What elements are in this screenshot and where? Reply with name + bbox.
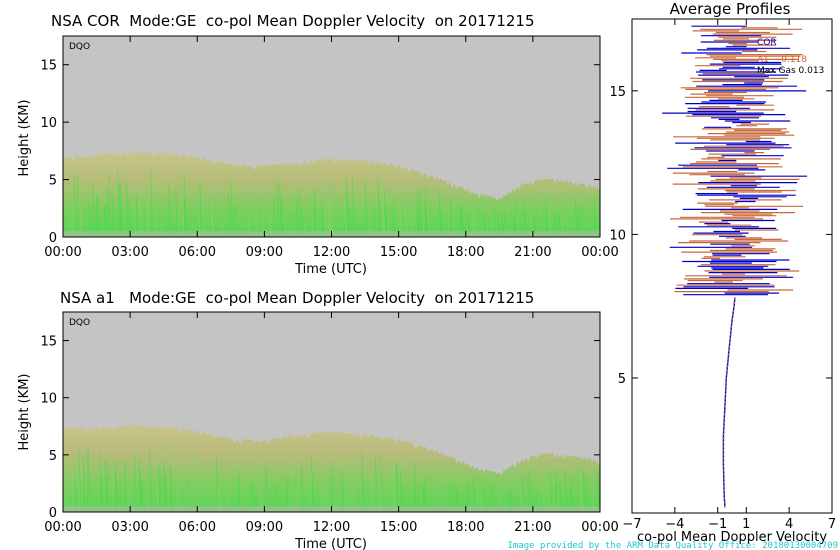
legend-a1-value: -0.118: [778, 55, 807, 65]
profile-xtick-label: 7: [828, 517, 836, 532]
profile-xtick-label: 4: [785, 517, 793, 532]
legend-cor-label: COR: [757, 38, 777, 48]
profile-ytick-label: 5: [618, 372, 626, 387]
panel-a1-xtick-label: 03:00: [111, 520, 148, 535]
panel-a1-xtick-label: 15:00: [380, 520, 417, 535]
panel-cor-xtick-label: 03:00: [111, 245, 148, 260]
profile-x-label: co-pol Mean Doppler Velocity: [637, 530, 827, 545]
panel-cor-xtick-label: 15:00: [380, 245, 417, 260]
panel-a1: NSA a1 Mode:GE co-pol Mean Doppler Veloc…: [17, 289, 619, 550]
panel-cor-xtick-label: 00:00: [581, 245, 618, 260]
panel-cor-dqo-flag: DQO: [69, 42, 90, 52]
legend-a1-label: A1: [757, 55, 769, 65]
panel-a1-xtick-label: 18:00: [447, 520, 484, 535]
panel-cor-title: NSA COR Mode:GE co-pol Mean Doppler Velo…: [51, 12, 535, 30]
panel-cor-ytick-label: 5: [49, 174, 57, 189]
panel-cor-ytick-label: 15: [40, 59, 57, 74]
panel-cor-green-streaks: [63, 169, 600, 237]
profile-noise-segments: [662, 25, 808, 296]
panel-a1-xtick-label: 00:00: [581, 520, 618, 535]
panel-cor-y-label: Height (KM): [17, 100, 32, 177]
profile-ytick-label: 15: [609, 85, 626, 100]
profile-x-axis: −7 −4 −1 1 4 7: [622, 19, 836, 532]
credit-text: Image provided by the ARM Data Quality O…: [507, 541, 838, 550]
profile-xtick-label: −7: [622, 517, 641, 532]
profile-title: Average Profiles: [670, 0, 791, 18]
panel-cor-x-axis: 00:00 03:00 06:00 09:00 12:00 15:00 18:00 21:00…: [44, 36, 619, 260]
profile-series-lines: [722, 297, 736, 508]
panel-cor-ytick-label: 10: [40, 116, 57, 131]
profile-panel: Average Profiles 5 10 15 −7 −4 −1 1 4 7 co-pol …: [609, 0, 836, 545]
panel-a1-xtick-label: 12:00: [313, 520, 350, 535]
profile-xtick-label: −1: [708, 517, 727, 532]
panel-cor-ytick-label: 0: [49, 231, 57, 246]
panel-a1-ytick-label: 5: [49, 449, 57, 464]
panel-a1-xtick-label: 21:00: [514, 520, 551, 535]
panel-a1-x-label: Time (UTC): [294, 537, 367, 550]
profile-xtick-label: 1: [742, 517, 750, 532]
panel-a1-y-axis: 0 5 10 15: [40, 335, 600, 521]
profile-xtick-label: −4: [665, 517, 684, 532]
panel-cor-xtick-label: 00:00: [44, 245, 81, 260]
panel-a1-y-label: Height (KM): [17, 374, 32, 451]
panel-cor-xtick-label: 06:00: [179, 245, 216, 260]
legend-max-gas: Max Gas 0.013: [757, 66, 824, 76]
profile-legend: COR A1 -0.118 Max Gas 0.013: [757, 38, 824, 76]
panel-a1-green-streaks: [63, 443, 600, 512]
panel-cor-xtick-label: 21:00: [514, 245, 551, 260]
panel-cor-y-axis: 0 5 10 15: [40, 59, 600, 246]
panel-a1-dqo-flag: DQO: [69, 318, 90, 328]
profile-y-axis: 5 10 15: [609, 85, 832, 387]
panel-a1-ytick-label: 10: [40, 392, 57, 407]
panel-a1-ytick-label: 15: [40, 335, 57, 350]
panel-cor-x-label: Time (UTC): [294, 262, 367, 277]
panel-cor-xtick-label: 09:00: [246, 245, 283, 260]
panel-a1-xtick-label: 00:00: [44, 520, 81, 535]
panel-a1-x-axis: 00:00 03:00 06:00 09:00 12:00 15:00 18:00 21:00…: [44, 312, 619, 535]
panel-a1-xtick-label: 09:00: [246, 520, 283, 535]
panel-cor-xtick-label: 12:00: [313, 245, 350, 260]
panel-cor-xtick-label: 18:00: [447, 245, 484, 260]
profile-line-a1: [722, 297, 736, 508]
panel-a1-ytick-label: 0: [49, 506, 57, 521]
profile-ytick-label: 10: [609, 228, 626, 243]
panel-a1-title: NSA a1 Mode:GE co-pol Mean Doppler Veloc…: [60, 289, 534, 307]
panel-a1-xtick-label: 06:00: [179, 520, 216, 535]
panel-cor: NSA COR Mode:GE co-pol Mean Doppler Velo…: [17, 12, 619, 277]
